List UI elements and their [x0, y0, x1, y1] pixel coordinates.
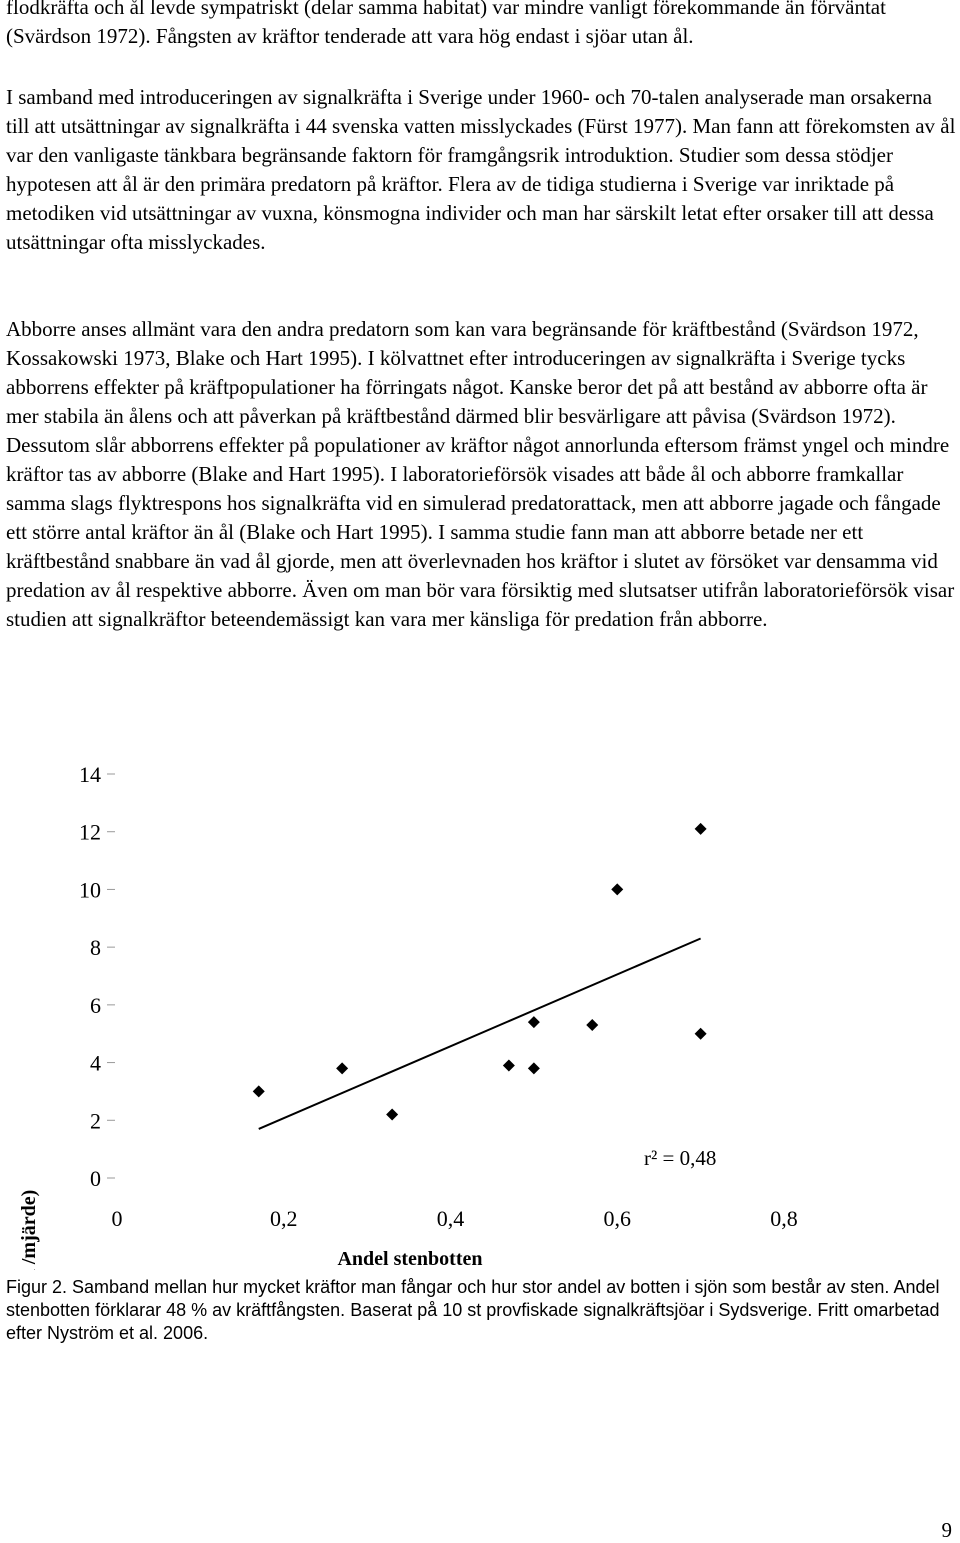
y-tick-label: 4: [90, 1051, 101, 1076]
data-point: [694, 1027, 707, 1040]
data-points: [252, 822, 707, 1121]
data-point: [586, 1019, 599, 1032]
r-squared-annotation: r² = 0,48: [644, 1146, 716, 1170]
x-tick-label: 0,8: [770, 1206, 798, 1231]
data-point: [502, 1059, 515, 1072]
x-tick-label: 0,2: [270, 1206, 298, 1231]
body-paragraph-3: Abborre anses allmänt vara den andra pre…: [6, 317, 955, 631]
data-point: [611, 883, 624, 896]
y-tick-label: 2: [90, 1108, 101, 1133]
y-tick-label: 8: [90, 935, 101, 960]
scatter-chart: 0 2 4 6 8 10 12 14 0 0,2 0,4 0,6 0,8 r² = 0,48 Ande…: [18, 762, 798, 1270]
y-tick-label: 12: [79, 820, 101, 845]
data-point: [694, 822, 707, 835]
x-tick-label: 0,6: [604, 1206, 632, 1231]
y-tick-label: 14: [79, 762, 101, 787]
body-paragraph-2: I samband med introduceringen av signalk…: [6, 85, 956, 254]
x-tick-labels: 0 0,2 0,4 0,6 0,8: [112, 1206, 798, 1231]
data-point: [252, 1085, 265, 1098]
x-tick-label: 0,4: [437, 1206, 465, 1231]
x-tick-label: 0: [112, 1206, 123, 1231]
data-point: [386, 1108, 399, 1121]
x-axis-title: Andel stenbotten: [337, 1248, 482, 1270]
y-tick-label: 6: [90, 993, 101, 1018]
y-tick-labels: 0 2 4 6 8 10 12 14: [79, 762, 115, 1191]
figure-caption: Figur 2. Samband mellan hur mycket kräft…: [6, 1277, 940, 1343]
y-tick-label: 10: [79, 877, 101, 902]
page-number: 9: [941, 1518, 953, 1542]
data-point: [527, 1062, 540, 1075]
y-tick-label: 0: [90, 1166, 101, 1191]
data-point: [336, 1062, 349, 1075]
trendline: [258, 937, 702, 1130]
data-point: [527, 1016, 540, 1029]
body-paragraph-1: flodkräfta och ål levde sympatriskt (del…: [6, 0, 886, 48]
y-axis-title: Fångst signalkräfta (antal /mjärde): [18, 1190, 40, 1270]
